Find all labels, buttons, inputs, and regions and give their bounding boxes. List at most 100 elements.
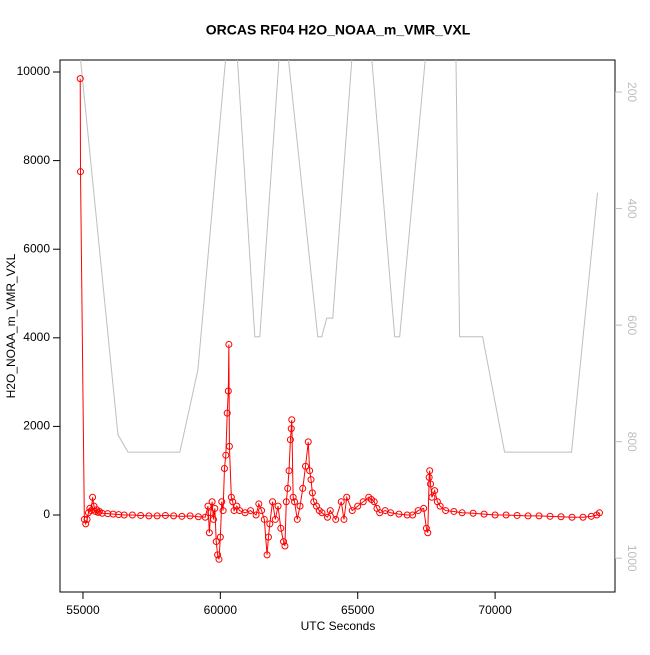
data-point	[215, 555, 223, 563]
data-point	[145, 512, 153, 520]
y2-tick-label: 400	[625, 199, 639, 219]
y-axis-label: H2O_NOAA_m_VMR_VXL	[4, 253, 18, 398]
data-point	[153, 512, 161, 520]
data-point	[247, 507, 255, 515]
data-point	[395, 510, 403, 518]
chart-title: ORCAS RF04 H2O_NOAA_m_VMR_VXL	[206, 22, 471, 38]
data-point	[284, 484, 292, 492]
data-point	[137, 511, 145, 519]
data-point	[546, 512, 554, 520]
series-line	[79, 78, 600, 560]
y-tick-label: 0	[43, 507, 50, 521]
data-point	[513, 511, 521, 519]
y-tick-label: 10000	[17, 64, 51, 78]
data-point	[178, 512, 186, 520]
x-axis-label: UTC Seconds	[301, 619, 376, 633]
data-point	[216, 533, 224, 541]
data-point	[94, 508, 102, 516]
data-point	[219, 507, 227, 515]
data-point	[214, 551, 222, 559]
data-point	[286, 436, 294, 444]
data-point	[280, 538, 288, 546]
data-point	[340, 515, 348, 523]
data-point	[422, 524, 430, 532]
y2-tick-label: 800	[625, 432, 639, 452]
series-line	[80, 60, 598, 453]
data-point	[304, 438, 312, 446]
data-point	[296, 502, 304, 510]
data-point	[469, 509, 477, 517]
data-point	[76, 75, 84, 83]
data-point	[436, 502, 444, 510]
y-tick-label: 6000	[23, 241, 50, 255]
data-point	[354, 502, 362, 510]
data-point	[229, 498, 237, 506]
y2-tick-label: 1000	[625, 545, 639, 572]
data-point	[337, 498, 345, 506]
data-point	[255, 500, 263, 508]
data-point	[274, 502, 282, 510]
x-tick-label: 65000	[341, 603, 375, 617]
data-point	[269, 498, 277, 506]
data-point	[409, 511, 417, 519]
data-point	[420, 504, 428, 512]
data-point	[207, 509, 215, 517]
data-point	[359, 498, 367, 506]
data-point	[218, 498, 226, 506]
data-point	[220, 464, 228, 472]
data-point	[291, 498, 299, 506]
data-point	[326, 507, 334, 515]
data-point	[227, 493, 235, 501]
y-tick-label: 2000	[23, 419, 50, 433]
y2-tick-label: 600	[625, 315, 639, 335]
data-point	[535, 512, 543, 520]
data-point	[450, 507, 458, 515]
y-tick-label: 8000	[23, 153, 50, 167]
data-point	[186, 512, 194, 520]
data-point	[161, 511, 169, 519]
x-tick-label: 60000	[204, 603, 238, 617]
data-point	[568, 513, 576, 521]
data-point	[289, 493, 297, 501]
data-point	[264, 533, 272, 541]
data-point	[263, 551, 271, 559]
data-point	[170, 512, 178, 520]
data-point	[332, 515, 340, 523]
data-point	[211, 504, 219, 512]
data-point	[287, 425, 295, 433]
x-tick-label: 55000	[66, 603, 100, 617]
data-point	[225, 442, 233, 450]
data-point	[209, 515, 217, 523]
data-point	[293, 515, 301, 523]
data-point	[288, 416, 296, 424]
data-point	[223, 409, 231, 417]
data-point	[579, 513, 587, 521]
data-point	[302, 462, 310, 470]
data-point	[491, 511, 499, 519]
data-point	[76, 168, 84, 176]
data-point	[299, 484, 307, 492]
data-point	[222, 451, 230, 459]
data-point	[260, 515, 268, 523]
y-tick-label: 4000	[23, 330, 50, 344]
data-point	[428, 493, 436, 501]
data-point	[80, 515, 88, 523]
data-point	[323, 513, 331, 521]
data-point	[442, 507, 450, 515]
data-point	[318, 509, 326, 517]
data-point	[370, 498, 378, 506]
data-point	[308, 489, 316, 497]
data-point	[426, 467, 434, 475]
data-point	[282, 498, 290, 506]
data-point	[225, 340, 233, 348]
data-point	[307, 476, 315, 484]
y2-tick-label: 200	[625, 82, 639, 102]
data-point	[252, 511, 260, 519]
data-point	[266, 520, 274, 528]
data-point	[427, 480, 435, 488]
data-point	[201, 513, 209, 521]
data-point	[458, 509, 466, 517]
data-point	[120, 511, 128, 519]
data-point	[205, 529, 213, 537]
